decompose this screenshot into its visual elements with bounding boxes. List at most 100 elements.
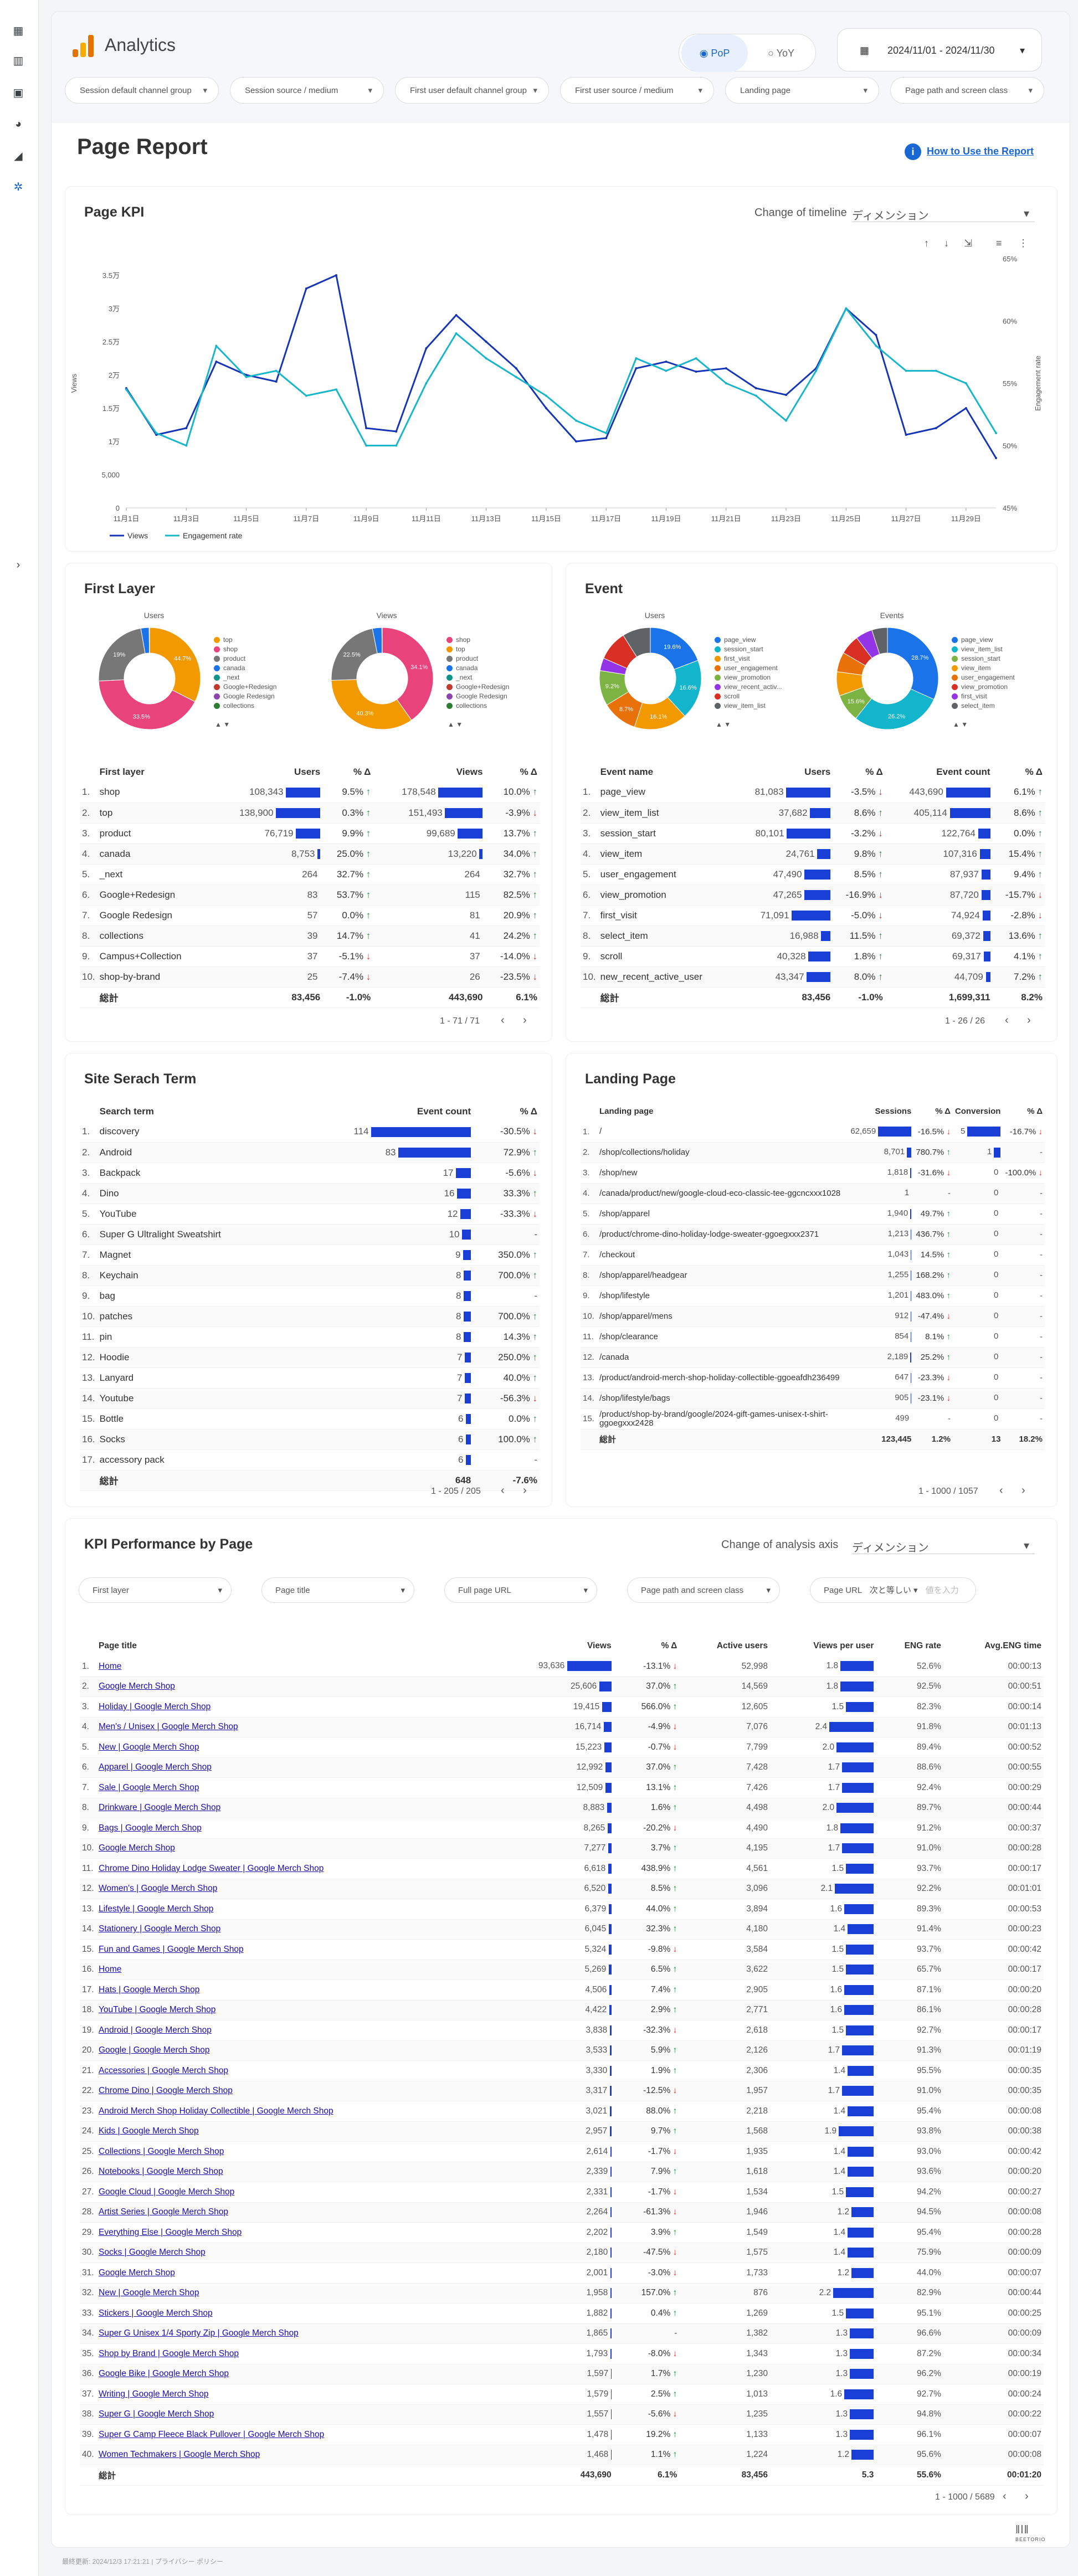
export-icon[interactable]: ⇲ — [964, 238, 973, 249]
table-row[interactable]: 12. Hoodie 7 250.0% ↑ — [80, 1347, 540, 1367]
sort-desc-icon[interactable]: ↓ — [944, 238, 949, 249]
legend-pager[interactable]: ▲ ▼ — [215, 721, 230, 728]
table-row[interactable]: 31. Google Merch Shop 2,001 -3.0% ↓ 1,733 1.… — [80, 2263, 1044, 2283]
table-row[interactable]: 17. accessory pack 6 - — [80, 1449, 540, 1470]
table-row[interactable]: 14. Stationery | Google Merch Shop 6,045 3… — [80, 1919, 1044, 1940]
table-row[interactable]: 2./shop/collections/holiday 8,701 780.7% … — [581, 1142, 1045, 1163]
table-row[interactable]: 8. Keychain 8 700.0% ↑ — [80, 1265, 540, 1286]
column-header[interactable]: Views per user — [813, 1641, 874, 1651]
report-icon[interactable]: ▦ — [13, 25, 24, 37]
dimension-select[interactable]: ディメンション ▾ — [852, 202, 1035, 222]
table-row[interactable]: 35. Shop by Brand | Google Merch Shop 1,79… — [80, 2344, 1044, 2364]
table-row[interactable]: 13. Lanyard 7 40.0% ↑ — [80, 1367, 540, 1388]
table-row[interactable]: 13./product/android-merch-shop-holiday-c… — [581, 1367, 1045, 1388]
table-row[interactable]: 8. Drinkware | Google Merch Shop 8,883 1.6… — [80, 1798, 1044, 1818]
next-page-icon[interactable]: › — [1021, 1484, 1025, 1497]
table-row[interactable]: 11./shop/clearance 854 8.1% ↑ 0 - — [581, 1326, 1045, 1347]
next-page-icon[interactable]: › — [1027, 1014, 1031, 1026]
column-header[interactable]: Users — [804, 766, 831, 777]
table-row[interactable]: 3. session_start 80,101 -3.2% ↓ 122,764 0.0… — [581, 823, 1045, 844]
table-row[interactable]: 15. Fun and Games | Google Merch Shop 5,32… — [80, 1940, 1044, 1960]
more-menu-icon[interactable]: ⋮ — [1018, 238, 1028, 249]
table-row[interactable]: 1. page_view 81,083 -3.5% ↓ 443,690 6.1% ↑ — [581, 782, 1045, 803]
table-row[interactable]: 24. Kids | Google Merch Shop 2,957 9.7% ↑ 1… — [80, 2121, 1044, 2142]
table-row[interactable]: 4. Men's / Unisex | Google Merch Shop 16,7… — [80, 1717, 1044, 1737]
table-row[interactable]: 16. Home 5,269 6.5% ↑ 3,622 1.5 65.7% 00:00:1… — [80, 1960, 1044, 1980]
table-row[interactable]: 39. Super G Camp Fleece Black Pullover | … — [80, 2425, 1044, 2445]
filter-control[interactable]: First user default channel group — [395, 77, 549, 104]
table-row[interactable]: 2. Android 83 72.9% ↑ — [80, 1142, 540, 1163]
table-row[interactable]: 6./product/chrome-dino-holiday-lodge-swe… — [581, 1224, 1045, 1245]
filter-control[interactable]: Page path and screen class — [890, 77, 1044, 104]
prev-page-icon[interactable]: ‹ — [1005, 1014, 1009, 1026]
table-row[interactable]: 10. Google Merch Shop 7,277 3.7% ↑ 4,195 1.7… — [80, 1838, 1044, 1859]
table-row[interactable]: 18. YouTube | Google Merch Shop 4,422 2.9%… — [80, 2000, 1044, 2020]
column-header[interactable]: % Δ — [353, 766, 371, 777]
table-row[interactable]: 11. pin 8 14.3% ↑ — [80, 1326, 540, 1347]
table-row[interactable]: 3. Backpack 17 -5.6% ↓ — [80, 1163, 540, 1183]
table-row[interactable]: 8. select_item 16,988 11.5% ↑ 69,372 13.6% … — [581, 925, 1045, 946]
column-header[interactable]: Users — [294, 766, 321, 777]
table-row[interactable]: 5./shop/apparel 1,940 49.7% ↑ 0 - — [581, 1204, 1045, 1224]
legend-pager[interactable]: ▲ ▼ — [953, 721, 968, 728]
table-row[interactable]: 40. Women Techmakers | Google Merch Shop 1… — [80, 2445, 1044, 2465]
table-row[interactable]: 38. Super G | Google Merch Shop 1,557 -5.6… — [80, 2404, 1044, 2425]
table-row[interactable]: 4./canada/product/new/google-cloud-eco-c… — [581, 1183, 1045, 1204]
page-url-filter[interactable]: Page URL 次と等しい ▾ 値を入力 — [810, 1577, 976, 1603]
table-row[interactable]: 2. view_item_list 37,682 8.6% ↑ 405,114 8.6… — [581, 803, 1045, 823]
table-row[interactable]: 17. Hats | Google Merch Shop 4,506 7.4% ↑ 2… — [80, 1980, 1044, 2000]
table-row[interactable]: 28. Artist Series | Google Merch Shop 2,26… — [80, 2202, 1044, 2223]
dimension-select[interactable]: ディメンション ▾ — [852, 1534, 1035, 1554]
table-row[interactable]: 27. Google Cloud | Google Merch Shop 2,331… — [80, 2182, 1044, 2202]
table-row[interactable]: 21. Accessories | Google Merch Shop 3,330 … — [80, 2061, 1044, 2081]
table-row[interactable]: 4. view_item 24,761 9.8% ↑ 107,316 15.4% ↑ — [581, 844, 1045, 864]
radio-yoy[interactable]: ○ YoY — [768, 48, 794, 59]
column-header[interactable]: % Δ — [935, 1107, 951, 1116]
legend-pager[interactable]: ▲ ▼ — [716, 721, 731, 728]
table-row[interactable]: 36. Google Bike | Google Merch Shop 1,597 … — [80, 2364, 1044, 2384]
table-row[interactable]: 6. Apparel | Google Merch Shop 12,992 37.0… — [80, 1757, 1044, 1778]
prev-page-icon[interactable]: ‹ — [999, 1484, 1003, 1497]
prev-page-icon[interactable]: ‹ — [1003, 2490, 1007, 2502]
table-row[interactable]: 4. canada 8,753 25.0% ↑ 13,220 34.0% ↑ — [80, 844, 540, 864]
table-row[interactable]: 7./checkout 1,043 14.5% ↑ 0 - — [581, 1245, 1045, 1265]
filter-control[interactable]: First user source / medium — [560, 77, 714, 104]
table-row[interactable]: 14./shop/lifestyle/bags 905 -23.1% ↓ 0 - — [581, 1388, 1045, 1408]
column-header[interactable]: % Δ — [661, 1641, 677, 1651]
table-row[interactable]: 13. Lifestyle | Google Merch Shop 6,379 44… — [80, 1899, 1044, 1919]
column-header[interactable]: Search term — [99, 1106, 154, 1117]
table-row[interactable]: 7. Magnet 9 350.0% ↑ — [80, 1245, 540, 1265]
table-row[interactable]: 1./62,659 -16.5% ↓ 5 -16.7% ↓ — [581, 1122, 1045, 1142]
table-row[interactable]: 7. Google Redesign 57 0.0% ↑ 81 20.9% ↑ — [80, 905, 540, 925]
table-row[interactable]: 14. Youtube 7 -56.3% ↓ — [80, 1388, 540, 1408]
table-row[interactable]: 37. Writing | Google Merch Shop 1,579 2.5%… — [80, 2384, 1044, 2404]
megaphone-icon[interactable]: ◢ — [14, 150, 23, 162]
how-to-link[interactable]: How to Use the Report — [927, 146, 1034, 157]
full-url-control[interactable]: Full page URL ▾ — [444, 1577, 597, 1603]
column-header[interactable]: Event count — [936, 766, 990, 777]
column-header[interactable]: Views — [456, 766, 483, 777]
chart-icon[interactable]: ▥ — [13, 55, 24, 67]
table-row[interactable]: 16. Socks 6 100.0% ↑ — [80, 1429, 540, 1449]
column-header[interactable]: Conversion — [954, 1107, 1001, 1116]
table-row[interactable]: 9./shop/lifestyle 1,201 483.0% ↑ 0 - — [581, 1286, 1045, 1306]
column-header[interactable]: Event name — [600, 766, 654, 777]
table-row[interactable]: 10. shop-by-brand 25 -7.4% ↓ 26 -23.5% ↓ — [80, 966, 540, 987]
table-row[interactable]: 8. collections 39 14.7% ↑ 41 24.2% ↑ — [80, 925, 540, 946]
column-header[interactable]: % Δ — [865, 766, 883, 777]
table-row[interactable]: 2. top 138,900 0.3% ↑ 151,493 -3.9% ↓ — [80, 803, 540, 823]
table-row[interactable]: 6. Super G Ultralight Sweatshirt 10 - — [80, 1224, 540, 1245]
column-header[interactable]: % Δ — [1025, 766, 1043, 777]
table-row[interactable]: 30. Socks | Google Merch Shop 2,180 -47.5%… — [80, 2243, 1044, 2263]
table-row[interactable]: 3. product 76,719 9.9% ↑ 99,689 13.7% ↑ — [80, 823, 540, 844]
table-row[interactable]: 12./canada 2,189 25.2% ↑ 0 - — [581, 1347, 1045, 1367]
calendar-icon[interactable]: ▣ — [13, 87, 24, 99]
column-header[interactable]: % Δ — [520, 766, 537, 777]
table-row[interactable]: 6. view_promotion 47,265 -16.9% ↓ 87,720 -1… — [581, 885, 1045, 905]
table-row[interactable]: 15. Bottle 6 0.0% ↑ — [80, 1408, 540, 1429]
column-header[interactable]: Active users — [716, 1641, 768, 1651]
table-row[interactable]: 23. Android Merch Shop Holiday Collectibl… — [80, 2101, 1044, 2121]
table-row[interactable]: 6. Google+Redesign 83 53.7% ↑ 115 82.5% ↑ — [80, 885, 540, 905]
table-row[interactable]: 12. Women's | Google Merch Shop 6,520 8.5%… — [80, 1879, 1044, 1899]
prev-page-icon[interactable]: ‹ — [501, 1014, 505, 1026]
